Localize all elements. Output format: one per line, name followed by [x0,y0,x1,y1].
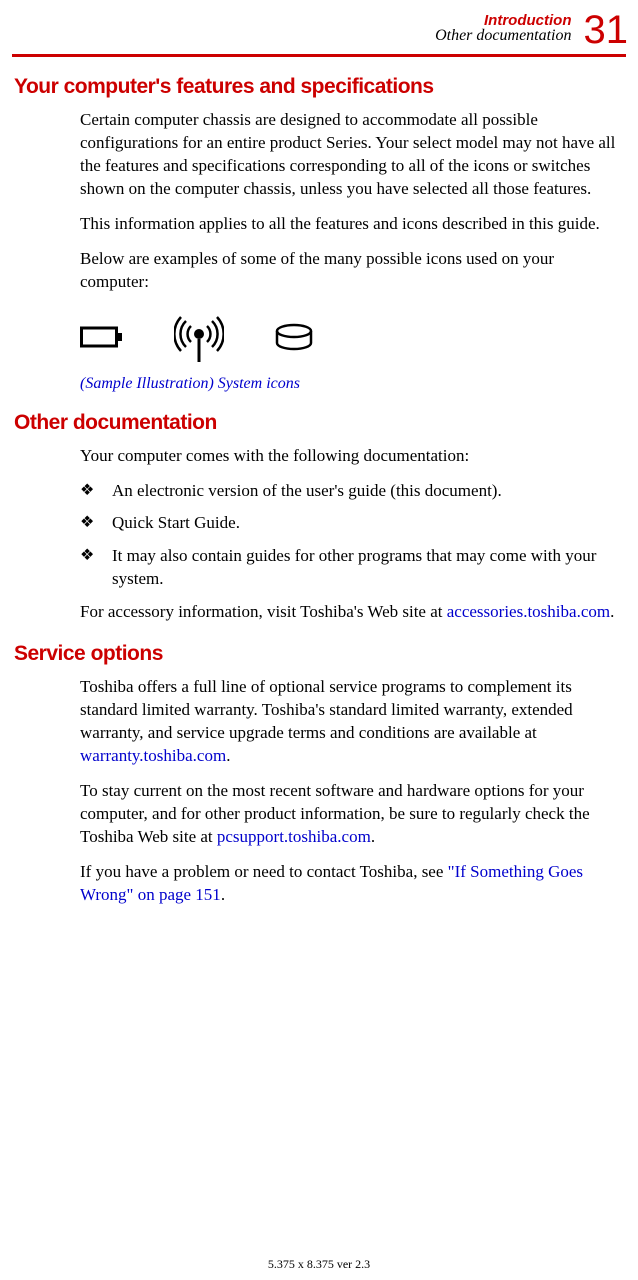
page-number: 31 [584,10,629,50]
heading-other-doc: Other documentation [14,411,624,435]
list-item: ❖ It may also contain guides for other p… [80,545,624,591]
text-fragment: . [221,885,225,904]
list-item: ❖ An electronic version of the user's gu… [80,480,624,503]
other-doc-para-1: Your computer comes with the following d… [80,445,624,468]
accessories-link[interactable]: accessories.toshiba.com [447,602,610,621]
bullet-glyph: ❖ [80,480,112,503]
content-area: Your computer's features and specificati… [0,75,638,907]
text-fragment: . [610,602,614,621]
bullet-glyph: ❖ [80,545,112,591]
header-section: Other documentation [435,27,571,45]
bullet-text: An electronic version of the user's guid… [112,480,624,503]
features-para-3: Below are examples of some of the many p… [80,248,624,294]
list-item: ❖ Quick Start Guide. [80,512,624,535]
header-rule [12,54,626,57]
battery-icon [80,324,124,355]
features-para-2: This information applies to all the feat… [80,213,624,236]
pcsupport-link[interactable]: pcsupport.toshiba.com [217,827,371,846]
page-header: Introduction Other documentation 31 [0,0,638,50]
icons-caption: (Sample Illustration) System icons [80,375,624,393]
service-para-1: Toshiba offers a full line of optional s… [80,676,624,768]
header-text-block: Introduction Other documentation [435,10,571,45]
heading-service: Service options [14,642,624,666]
text-fragment: For accessory information, visit Toshiba… [80,602,447,621]
warranty-link[interactable]: warranty.toshiba.com [80,746,226,765]
other-doc-bullets: ❖ An electronic version of the user's gu… [80,480,624,592]
service-body: Toshiba offers a full line of optional s… [80,676,624,906]
other-doc-body: Your computer comes with the following d… [80,445,624,625]
wireless-icon [174,312,224,367]
system-icons-row [80,312,624,367]
text-fragment: Toshiba offers a full line of optional s… [80,677,573,742]
features-body: Certain computer chassis are designed to… [80,109,624,294]
features-para-1: Certain computer chassis are designed to… [80,109,624,201]
text-fragment: . [226,746,230,765]
service-para-3: If you have a problem or need to contact… [80,861,624,907]
footer-text: 5.375 x 8.375 ver 2.3 [0,1257,638,1272]
service-para-2: To stay current on the most recent softw… [80,780,624,849]
disk-icon [274,323,314,356]
other-doc-para-2: For accessory information, visit Toshiba… [80,601,624,624]
bullet-glyph: ❖ [80,512,112,535]
text-fragment: If you have a problem or need to contact… [80,862,448,881]
bullet-text: Quick Start Guide. [112,512,624,535]
bullet-text: It may also contain guides for other pro… [112,545,624,591]
text-fragment: . [371,827,375,846]
heading-features: Your computer's features and specificati… [14,75,624,99]
